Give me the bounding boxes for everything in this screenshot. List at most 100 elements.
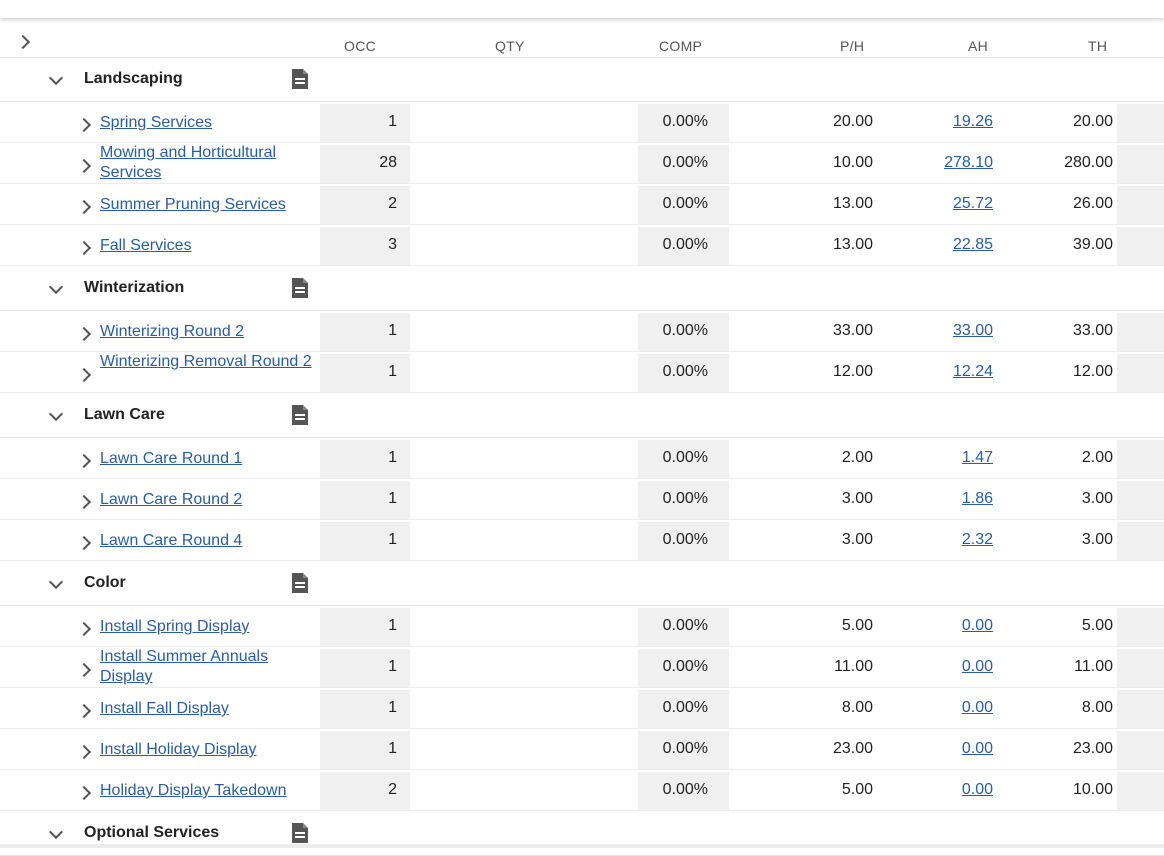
service-link[interactable]: Install Holiday Display [100,741,257,758]
row-expand-toggle[interactable] [76,453,92,471]
comp-value: 0.00% [662,449,708,466]
chevron-right-icon [76,494,92,510]
row-expand-toggle[interactable] [76,326,92,344]
trailing-cell [1117,440,1164,478]
group-collapse-toggle[interactable] [48,574,64,592]
row-expand-toggle[interactable] [76,367,92,385]
ah-link[interactable]: 0.00 [961,781,993,798]
occ-value: 1 [388,322,397,339]
row-expand-toggle[interactable] [76,158,92,176]
chevron-right-icon [76,621,92,637]
ah-link[interactable]: 33.00 [952,322,993,339]
occ-value: 1 [388,113,397,130]
document-icon[interactable] [291,822,309,844]
occ-cell [320,104,410,142]
service-link[interactable]: Winterizing Removal Round 2 [100,353,312,370]
occ-value: 1 [388,617,397,634]
chevron-down-icon [48,406,64,422]
service-link[interactable]: Install Fall Display [100,700,229,717]
header-comp[interactable]: COMP [659,38,703,54]
service-link[interactable]: Install Summer Annuals Display [100,648,269,685]
trailing-cell [1117,731,1164,769]
occ-cell [320,522,410,560]
service-link[interactable]: Spring Services [100,114,213,131]
table-row: Holiday Display Takedown 2 0.00% 5.00 0.00 10… [0,770,1164,811]
occ-value: 3 [388,236,397,253]
table-row: Install Spring Display 1 0.00% 5.00 0.00 5.00 [0,606,1164,647]
group-collapse-toggle[interactable] [48,406,64,424]
trailing-cell [1117,186,1164,224]
row-expand-toggle[interactable] [76,785,92,803]
ah-link[interactable]: 0.00 [961,617,993,634]
ph-value: 3.00 [841,490,873,507]
row-expand-toggle[interactable] [76,662,92,680]
ah-link[interactable]: 2.32 [961,531,993,548]
header-ph[interactable]: P/H [840,38,865,54]
header-th[interactable]: TH [1088,38,1108,54]
ah-link[interactable]: 278.10 [944,154,993,171]
ah-link[interactable]: 1.47 [961,449,993,466]
ah-link[interactable]: 22.85 [952,236,993,253]
occ-value: 1 [388,699,397,716]
service-link[interactable]: Winterizing Round 2 [100,323,245,340]
comp-value: 0.00% [662,531,708,548]
document-icon[interactable] [291,277,309,299]
table-row: Fall Services 3 0.00% 13.00 22.85 39.00 [0,225,1164,266]
group-name: Color [84,574,126,591]
service-link[interactable]: Fall Services [100,237,192,254]
chevron-right-icon [76,240,92,256]
ph-value: 8.00 [841,699,873,716]
ah-link[interactable]: 12.24 [952,363,993,380]
ah-link[interactable]: 0.00 [961,658,993,675]
row-expand-toggle[interactable] [76,494,92,512]
expand-all-toggle[interactable] [15,34,31,50]
group-collapse-toggle[interactable] [48,70,64,88]
chevron-right-icon [76,662,92,678]
row-expand-toggle[interactable] [76,744,92,762]
document-icon[interactable] [291,68,309,90]
comp-value: 0.00% [662,658,708,675]
service-link[interactable]: Lawn Care Round 2 [100,491,243,508]
row-expand-toggle[interactable] [76,199,92,217]
row-expand-toggle[interactable] [76,621,92,639]
occ-cell [320,145,410,183]
th-value: 3.00 [1081,531,1113,548]
group-row: Optional Services [0,811,1164,856]
table-row: Install Summer Annuals Display 1 0.00% 11.0… [0,647,1164,688]
ph-value: 12.00 [832,363,873,380]
ph-value: 2.00 [841,449,873,466]
comp-value: 0.00% [662,490,708,507]
group-collapse-toggle[interactable] [48,279,64,297]
ah-link[interactable]: 0.00 [961,699,993,716]
comp-value: 0.00% [662,740,708,757]
group-collapse-toggle[interactable] [48,824,64,842]
comp-value: 0.00% [662,781,708,798]
service-link[interactable]: Lawn Care Round 4 [100,532,243,549]
document-icon[interactable] [291,404,309,426]
service-link[interactable]: Lawn Care Round 1 [100,450,243,467]
header-occ[interactable]: OCC [344,38,377,54]
group-name: Lawn Care [84,406,165,423]
service-link[interactable]: Mowing and Horticultural Services [100,144,277,181]
service-link[interactable]: Holiday Display Takedown [100,782,287,799]
ah-link[interactable]: 0.00 [961,740,993,757]
row-expand-toggle[interactable] [76,535,92,553]
row-expand-toggle[interactable] [76,117,92,135]
service-link[interactable]: Summer Pruning Services [100,196,286,213]
comp-cell [638,186,729,224]
ah-link[interactable]: 1.86 [961,490,993,507]
document-icon[interactable] [291,572,309,594]
header-ah[interactable]: AH [968,38,989,54]
occ-cell [320,731,410,769]
ah-link[interactable]: 19.26 [952,113,993,130]
trailing-cell [1117,772,1164,810]
ah-link[interactable]: 25.72 [952,195,993,212]
trailing-cell [1117,313,1164,351]
row-expand-toggle[interactable] [76,240,92,258]
comp-value: 0.00% [662,699,708,716]
occ-value: 2 [388,195,397,212]
table-row: Install Holiday Display 1 0.00% 23.00 0.00 23… [0,729,1164,770]
header-qty[interactable]: QTY [495,38,525,54]
row-expand-toggle[interactable] [76,703,92,721]
service-link[interactable]: Install Spring Display [100,618,250,635]
